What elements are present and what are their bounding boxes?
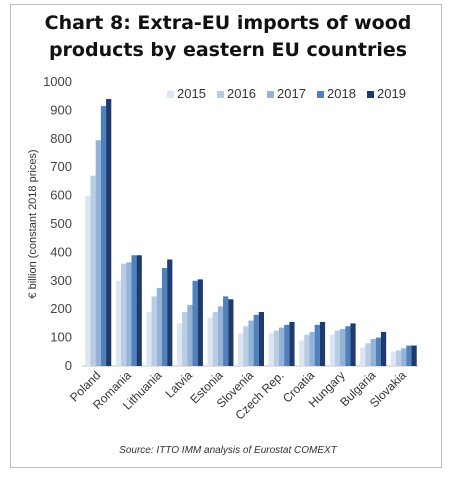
bar-czech-rep--2015: [268, 333, 274, 366]
bar-slovenia-2016: [243, 326, 249, 366]
bar-lithuania-2017: [156, 287, 162, 366]
bar-lithuania-2018: [161, 268, 168, 366]
legend-label-2015: 2015: [177, 86, 206, 101]
bar-estonia-2019: [228, 299, 234, 366]
bar-estonia-2017: [217, 306, 224, 366]
bar-lithuania-2015: [146, 312, 152, 366]
y-tick-label: 700: [50, 159, 72, 174]
bar-bulgaria-2016: [365, 343, 371, 366]
bar-slovakia-2019: [411, 345, 417, 366]
chart-frame: [10, 4, 442, 468]
y-tick-label: 100: [50, 330, 72, 345]
bar-poland-2017: [95, 140, 101, 366]
bar-poland-2019: [106, 99, 112, 366]
bar-czech-rep--2018: [284, 324, 290, 366]
legend-swatch-2015: [167, 91, 174, 98]
bar-romania-2019: [136, 255, 142, 366]
bar-slovakia-2016: [395, 350, 402, 366]
bar-estonia-2015: [207, 317, 213, 366]
legend: 2015 2016 2017 2018 2019: [167, 86, 406, 101]
legend-label-2016: 2016: [227, 86, 256, 101]
y-tick-label: 1000: [43, 74, 72, 89]
bar-poland-2015: [85, 195, 91, 366]
bar-romania-2015: [115, 280, 122, 366]
bar-slovenia-2015: [238, 333, 244, 366]
bar-croatia-2017: [309, 331, 315, 366]
bar-slovenia-2017: [248, 320, 254, 366]
bar-lithuania-2019: [167, 259, 173, 366]
bar-hungary-2019: [350, 323, 356, 366]
bar-latvia-2017: [187, 304, 193, 366]
y-tick-label: 400: [50, 244, 72, 259]
bar-romania-2018: [131, 255, 137, 366]
bars: [85, 99, 417, 366]
source-note: Source: ITTO IMM analysis of Eurostat CO…: [119, 445, 337, 456]
bar-hungary-2018: [345, 326, 351, 366]
bar-czech-rep--2016: [273, 330, 279, 366]
y-tick-label: 0: [65, 358, 72, 373]
y-tick-label: 500: [50, 216, 72, 231]
bar-croatia-2015: [299, 340, 305, 366]
y-axis-label-group: € billion (constant 2018 prices): [27, 149, 39, 298]
chart-title-line-2: products by eastern EU countries: [48, 39, 408, 61]
bar-latvia-2016: [182, 312, 188, 366]
bar-estonia-2016: [212, 312, 218, 366]
legend-swatch-2016: [217, 91, 224, 98]
chart-title: Chart 8: Extra-EU imports of wood produc…: [0, 10, 456, 64]
legend-swatch-2017: [267, 91, 274, 98]
bar-czech-rep--2019: [289, 321, 295, 366]
bar-czech-rep--2017: [278, 327, 285, 366]
bar-estonia-2018: [223, 296, 229, 366]
bar-hungary-2015: [329, 334, 335, 366]
chart-title-line-1: Chart 8: Extra-EU imports of wood: [44, 12, 412, 34]
bar-latvia-2015: [176, 323, 183, 366]
bar-bulgaria-2019: [380, 331, 387, 366]
y-tick-label: 200: [50, 301, 72, 316]
bar-bulgaria-2015: [360, 347, 366, 366]
bar-romania-2017: [126, 262, 132, 366]
bar-slovakia-2015: [390, 351, 396, 366]
bar-romania-2016: [121, 263, 127, 366]
bar-croatia-2018: [314, 324, 320, 366]
y-tick-label: 300: [50, 273, 72, 288]
bar-slovenia-2018: [253, 314, 259, 366]
bar-croatia-2016: [304, 334, 310, 366]
bar-croatia-2019: [319, 321, 326, 366]
bar-poland-2016: [90, 175, 96, 366]
bar-latvia-2019: [197, 279, 203, 366]
bar-hungary-2017: [340, 329, 346, 366]
y-tick-label: 600: [50, 188, 72, 203]
legend-label-2017: 2017: [277, 86, 306, 101]
bar-slovakia-2018: [406, 345, 412, 366]
bar-latvia-2018: [192, 280, 198, 366]
y-axis-label: € billion (constant 2018 prices): [27, 149, 39, 298]
bar-bulgaria-2017: [370, 339, 376, 366]
bar-poland-2018: [100, 106, 107, 366]
bar-hungary-2016: [334, 330, 341, 366]
legend-swatch-2018: [317, 91, 324, 98]
bar-bulgaria-2018: [375, 337, 381, 366]
y-tick-label: 900: [50, 102, 72, 117]
bar-lithuania-2016: [151, 296, 157, 366]
bar-slovakia-2017: [401, 348, 407, 366]
legend-swatch-2019: [367, 91, 374, 98]
y-tick-label: 800: [50, 131, 72, 146]
bar-slovenia-2019: [258, 312, 264, 366]
legend-label-2018: 2018: [327, 86, 356, 101]
legend-label-2019: 2019: [377, 86, 406, 101]
